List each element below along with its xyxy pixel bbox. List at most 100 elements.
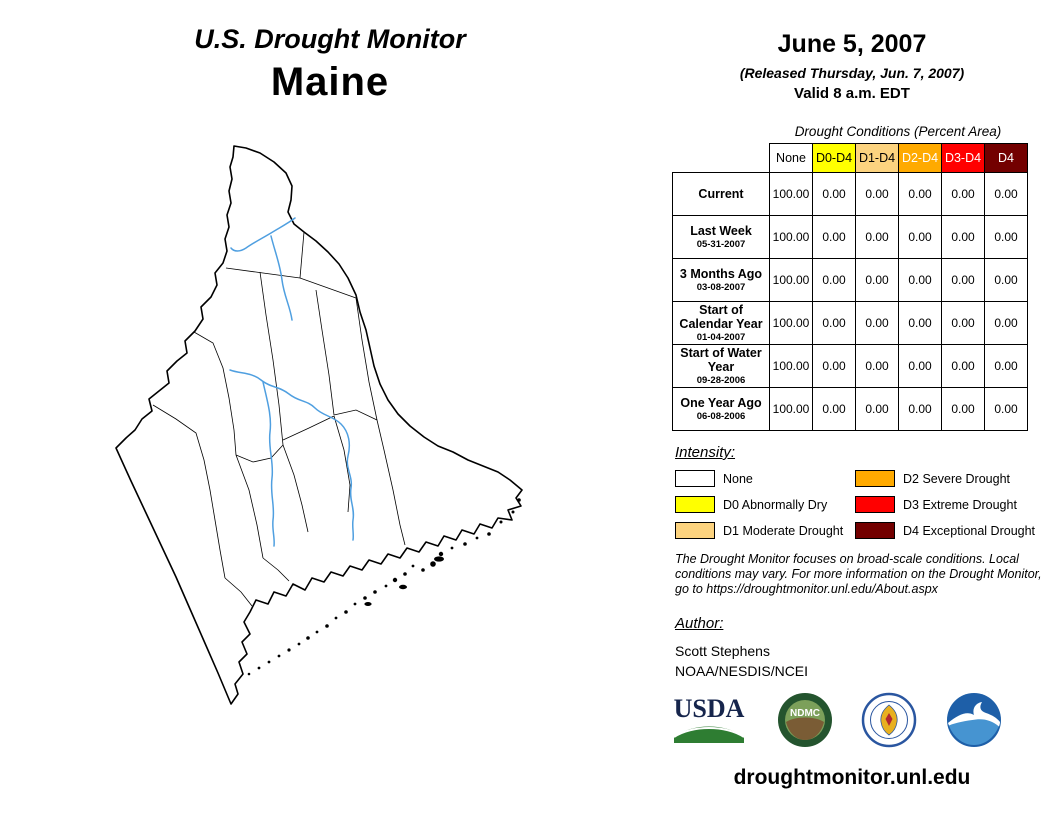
row-label: One Year Ago 06-08-2006: [672, 387, 770, 431]
column-header-label: D2-D4: [901, 151, 939, 165]
value-cell: 0.00: [812, 215, 856, 259]
value-cell: 0.00: [941, 172, 985, 216]
row-date: 05-31-2007: [696, 239, 746, 250]
disclaimer-text: The Drought Monitor focuses on broad-sca…: [675, 552, 1042, 596]
column-header-label: D0-D4: [815, 151, 853, 165]
value-cell: 100.00: [769, 215, 813, 259]
commerce-seal-icon: [861, 692, 917, 748]
row-date: 06-08-2006: [696, 411, 746, 422]
author-name: Scott Stephens: [675, 643, 770, 659]
svg-text:NDMC: NDMC: [790, 708, 820, 719]
value-cell: 100.00: [769, 387, 813, 431]
author-org: NOAA/NESDIS/NCEI: [675, 663, 809, 679]
color-swatch-d0: [675, 496, 715, 513]
value-cell: 0.00: [984, 172, 1028, 216]
value-cell: 0.00: [898, 172, 942, 216]
value-cell: 0.00: [941, 344, 985, 388]
row-label: Start of Calendar Year 01-04-2007: [672, 301, 770, 345]
column-header-none: None: [769, 143, 813, 173]
row-label: Last Week 05-31-2007: [672, 215, 770, 259]
column-header-label: D3-D4: [944, 151, 982, 165]
value-cell: 0.00: [984, 301, 1028, 345]
value-cell: 0.00: [855, 258, 899, 302]
column-header-d3-d4: D3-D4: [941, 143, 985, 173]
rivers: [229, 217, 355, 547]
color-swatch-d1: [675, 522, 715, 539]
legend-item-none: None: [675, 470, 855, 487]
row-date: 03-08-2007: [696, 282, 746, 293]
value-cell: 0.00: [855, 387, 899, 431]
value-cell: 0.00: [812, 301, 856, 345]
value-cell: 0.00: [855, 172, 899, 216]
color-swatch-d2: [855, 470, 895, 487]
table-corner-cell: [672, 143, 770, 173]
intensity-legend: Intensity: None D0 Abnormally Dry D1 Mod…: [675, 444, 1050, 539]
color-swatch-d4: [855, 522, 895, 539]
row-date: 09-28-2006: [696, 375, 746, 386]
table-row-3-months-ago: 3 Months Ago 03-08-2007 100.00 0.00 0.00…: [672, 258, 1028, 302]
release-date: (Released Thursday, Jun. 7, 2007): [739, 65, 965, 81]
value-cell: 0.00: [984, 387, 1028, 431]
value-cell: 0.00: [855, 301, 899, 345]
value-cell: 0.00: [984, 344, 1028, 388]
table-header-row: None D0-D4 D1-D4 D2-D4 D3-D4 D4: [672, 143, 1028, 173]
value-cell: 0.00: [812, 387, 856, 431]
column-header-label: D4: [998, 151, 1014, 165]
ndmc-logo: NDMC: [777, 692, 833, 748]
footer-url: droughtmonitor.unl.edu: [733, 766, 971, 789]
date-block: June 5, 2007 (Released Thursday, Jun. 7,…: [682, 30, 1022, 102]
value-cell: 0.00: [898, 215, 942, 259]
map-date: June 5, 2007: [777, 30, 927, 58]
table-row-current: Current 100.00 0.00 0.00 0.00 0.00 0.00: [672, 172, 1028, 216]
legend-item-d0: D0 Abnormally Dry: [675, 496, 855, 513]
value-cell: 0.00: [898, 344, 942, 388]
state-name: Maine: [270, 60, 390, 104]
color-swatch-none: [675, 470, 715, 487]
row-label: 3 Months Ago 03-08-2007: [672, 258, 770, 302]
maine-outline: [115, 145, 523, 705]
column-header-label: None: [776, 151, 806, 165]
legend-title: Intensity:: [675, 444, 736, 461]
value-cell: 100.00: [769, 172, 813, 216]
logo-row: USDA NDMC: [670, 692, 1002, 748]
drought-conditions-table: None D0-D4 D1-D4 D2-D4 D3-D4 D4 Current …: [672, 143, 1028, 431]
column-header-d1-d4: D1-D4: [855, 143, 899, 173]
legend-item-d3: D3 Extreme Drought: [855, 496, 1035, 513]
county-boundaries: [152, 231, 406, 607]
value-cell: 0.00: [812, 172, 856, 216]
table-row-start-of-water-year: Start of Water Year 09-28-2006 100.00 0.…: [672, 344, 1028, 388]
color-swatch-d3: [855, 496, 895, 513]
author-title: Author:: [675, 615, 724, 632]
value-cell: 0.00: [812, 258, 856, 302]
column-header-label: D1-D4: [858, 151, 896, 165]
conditions-table-block: Drought Conditions (Percent Area) None D…: [672, 124, 1029, 431]
value-cell: 0.00: [984, 215, 1028, 259]
table-row-one-year-ago: One Year Ago 06-08-2006 100.00 0.00 0.00…: [672, 387, 1028, 431]
usda-logo: USDA: [670, 693, 748, 747]
row-label: Current: [672, 172, 770, 216]
row-date: 01-04-2007: [696, 332, 746, 343]
legend-item-d2: D2 Severe Drought: [855, 470, 1035, 487]
value-cell: 0.00: [941, 258, 985, 302]
value-cell: 0.00: [941, 215, 985, 259]
value-cell: 0.00: [941, 301, 985, 345]
column-header-d4: D4: [984, 143, 1028, 173]
value-cell: 100.00: [769, 344, 813, 388]
value-cell: 0.00: [855, 344, 899, 388]
value-cell: 0.00: [855, 215, 899, 259]
value-cell: 0.00: [984, 258, 1028, 302]
value-cell: 0.00: [898, 387, 942, 431]
value-cell: 0.00: [812, 344, 856, 388]
row-label: Start of Water Year 09-28-2006: [672, 344, 770, 388]
legend-item-d4: D4 Exceptional Drought: [855, 522, 1035, 539]
value-cell: 100.00: [769, 258, 813, 302]
value-cell: 100.00: [769, 301, 813, 345]
usdm-title: U.S. Drought Monitor: [194, 24, 466, 54]
table-row-start-of-calendar-year: Start of Calendar Year 01-04-2007 100.00…: [672, 301, 1028, 345]
legend-item-d1: D1 Moderate Drought: [675, 522, 855, 539]
value-cell: 0.00: [898, 301, 942, 345]
maine-map: [115, 145, 523, 705]
map-title-block: U.S. Drought Monitor Maine: [110, 24, 550, 105]
column-header-d2-d4: D2-D4: [898, 143, 942, 173]
